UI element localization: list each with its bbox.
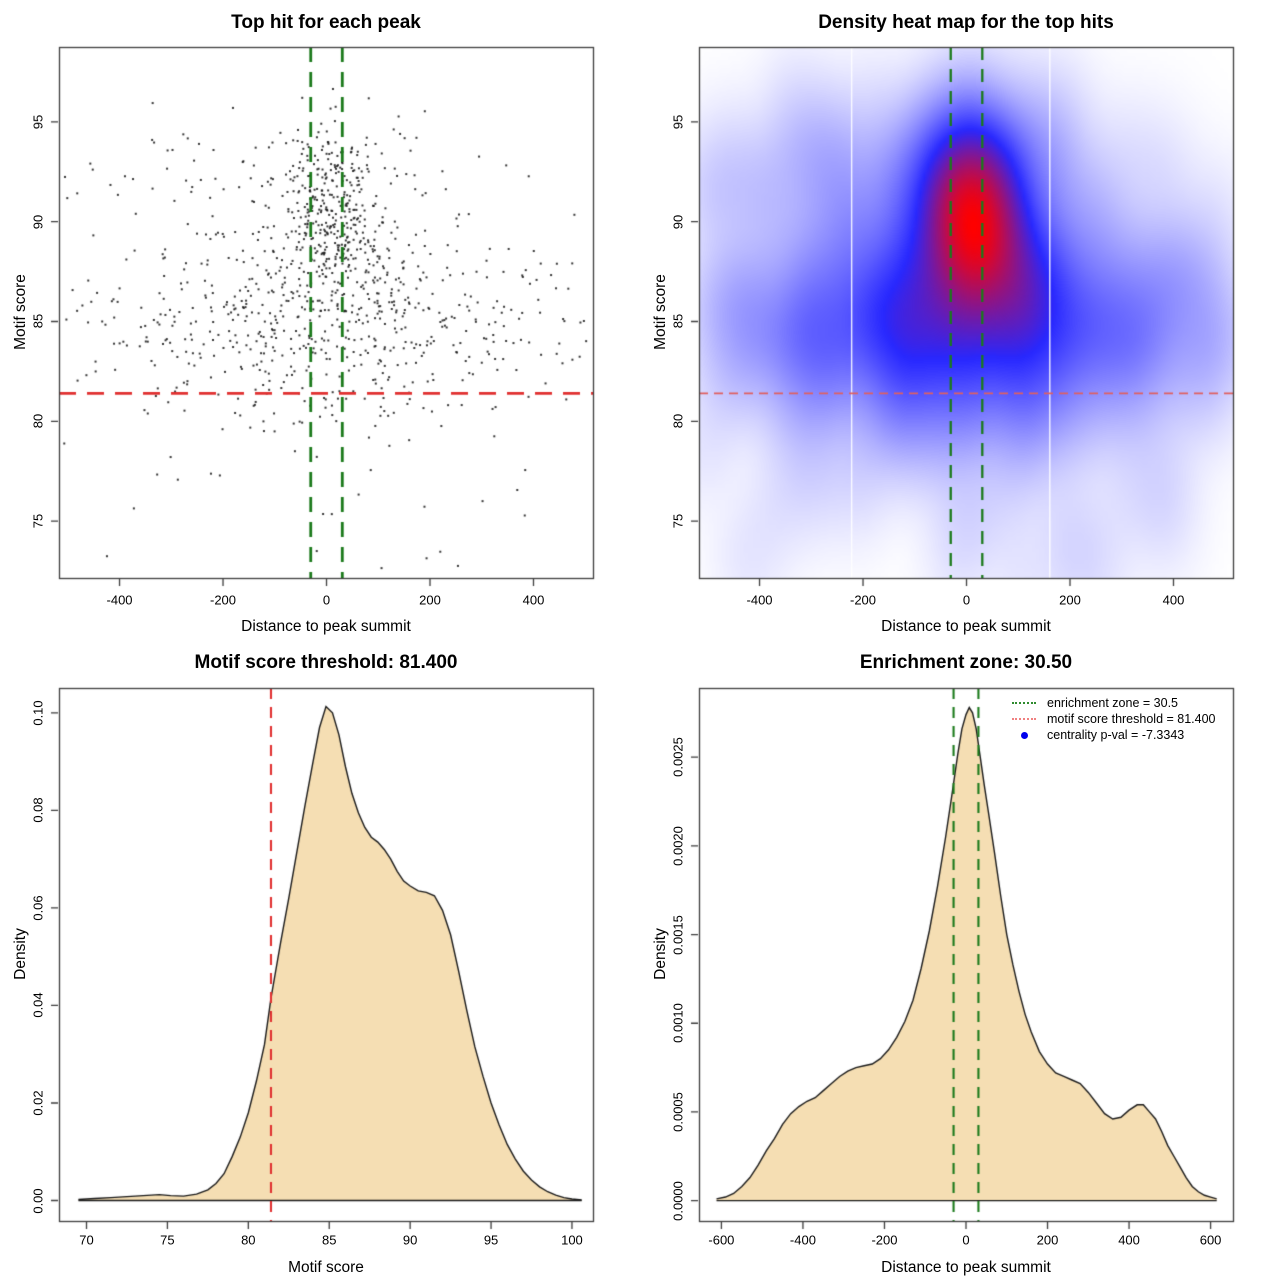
distance-density-xaxis-title: Distance to peak summit (881, 1259, 1051, 1276)
x-tick-label: 400 (1162, 592, 1185, 608)
blue-dot-icon (1020, 731, 1028, 739)
score-density-plot-canvas (0, 640, 640, 1280)
y-tick-label: 0.08 (30, 797, 46, 824)
blue-dot-icon-wrap (1012, 731, 1036, 739)
x-tick-label: 400 (522, 592, 545, 608)
x-tick-label: -400 (746, 592, 773, 608)
x-tick-label: 200 (419, 592, 441, 608)
x-tick-label: 75 (160, 1232, 175, 1248)
y-tick-label: 0.02 (30, 1090, 46, 1116)
y-tick-label: 0.0010 (670, 1003, 686, 1044)
distance-density-title: Enrichment zone: 30.50 (859, 652, 1073, 673)
x-tick-label: -400 (106, 592, 133, 608)
y-tick-label: 90 (670, 214, 686, 229)
x-tick-label: 80 (241, 1232, 256, 1248)
score-density-xaxis-title: Motif score (288, 1259, 364, 1276)
green-dotted-line-icon (1012, 702, 1036, 704)
x-tick-label: 200 (1059, 592, 1081, 608)
legend-item-motif-threshold: motif score threshold = 81.400 (1012, 711, 1216, 727)
x-tick-label: 0 (322, 592, 331, 608)
x-tick-label: -400 (789, 1232, 816, 1248)
y-tick-label: 0.04 (30, 992, 46, 1019)
panel-heatmap: Density heat map for the top hits Distan… (640, 0, 1280, 640)
y-tick-label: 0.0020 (670, 825, 686, 866)
heatmap-title: Density heat map for the top hits (818, 12, 1114, 33)
x-tick-label: 600 (1199, 1232, 1222, 1248)
x-tick-label: 85 (322, 1232, 337, 1248)
heatmap-yaxis-title: Motif score (652, 274, 669, 350)
scatter-xaxis-title: Distance to peak summit (241, 618, 411, 635)
x-tick-label: -200 (210, 592, 237, 608)
legend-label-enrichment-zone: enrichment zone = 30.5 (1047, 696, 1178, 710)
x-tick-label: 100 (561, 1232, 583, 1248)
y-tick-label: 0.10 (30, 700, 46, 726)
distance-density-plot-canvas (640, 640, 1280, 1280)
y-tick-label: 0.0015 (670, 914, 686, 955)
legend-label-centrality-pval: centrality p-val = -7.3343 (1047, 728, 1185, 742)
y-tick-label: 0.06 (30, 895, 46, 921)
legend-item-centrality-pval: centrality p-val = -7.3343 (1012, 727, 1216, 743)
scatter-title: Top hit for each peak (231, 12, 421, 33)
y-tick-label: 90 (30, 214, 46, 229)
y-tick-label: 75 (670, 513, 686, 529)
y-tick-label: 0.00 (30, 1187, 46, 1214)
score-density-yaxis-title: Density (12, 928, 29, 980)
x-tick-label: 400 (1118, 1232, 1140, 1248)
score-density-title: Motif score threshold: 81.400 (194, 652, 458, 673)
x-tick-label: 0 (962, 592, 971, 608)
y-tick-label: 0.0000 (670, 1180, 686, 1221)
x-tick-label: 70 (79, 1232, 94, 1248)
y-tick-label: 95 (670, 114, 686, 130)
x-tick-label: 0 (962, 1232, 970, 1248)
legend-label-motif-threshold: motif score threshold = 81.400 (1047, 712, 1216, 726)
distance-density-yaxis-title: Density (652, 928, 669, 980)
red-dotted-line-icon (1012, 718, 1036, 720)
legend-item-enrichment-zone: enrichment zone = 30.5 (1012, 695, 1216, 711)
x-tick-label: -200 (871, 1232, 898, 1248)
scatter-yaxis-title: Motif score (12, 274, 29, 350)
scatter-plot-canvas (0, 0, 640, 640)
x-tick-label: -600 (708, 1232, 735, 1248)
y-tick-label: 75 (30, 513, 46, 529)
heatmap-xaxis-title: Distance to peak summit (881, 618, 1051, 635)
y-tick-label: 80 (30, 414, 46, 429)
plot-legend: enrichment zone = 30.5 motif score thres… (1012, 695, 1216, 743)
panel-scatter: Top hit for each peak Distance to peak s… (0, 0, 640, 640)
x-tick-label: 200 (1036, 1232, 1059, 1248)
x-tick-label: 90 (402, 1232, 418, 1248)
y-tick-label: 85 (670, 314, 686, 329)
x-tick-label: 95 (483, 1232, 499, 1248)
y-tick-label: 0.0025 (670, 737, 686, 778)
y-tick-label: 85 (30, 314, 46, 329)
y-tick-label: 80 (670, 414, 686, 429)
heatmap-plot-canvas (640, 0, 1280, 640)
panel-distance-density: Enrichment zone: 30.50 Distance to peak … (640, 640, 1280, 1280)
x-tick-label: -200 (850, 592, 877, 608)
y-tick-label: 95 (30, 114, 46, 130)
panel-score-density: Motif score threshold: 81.400 Motif scor… (0, 640, 640, 1280)
y-tick-label: 0.0005 (670, 1092, 686, 1132)
